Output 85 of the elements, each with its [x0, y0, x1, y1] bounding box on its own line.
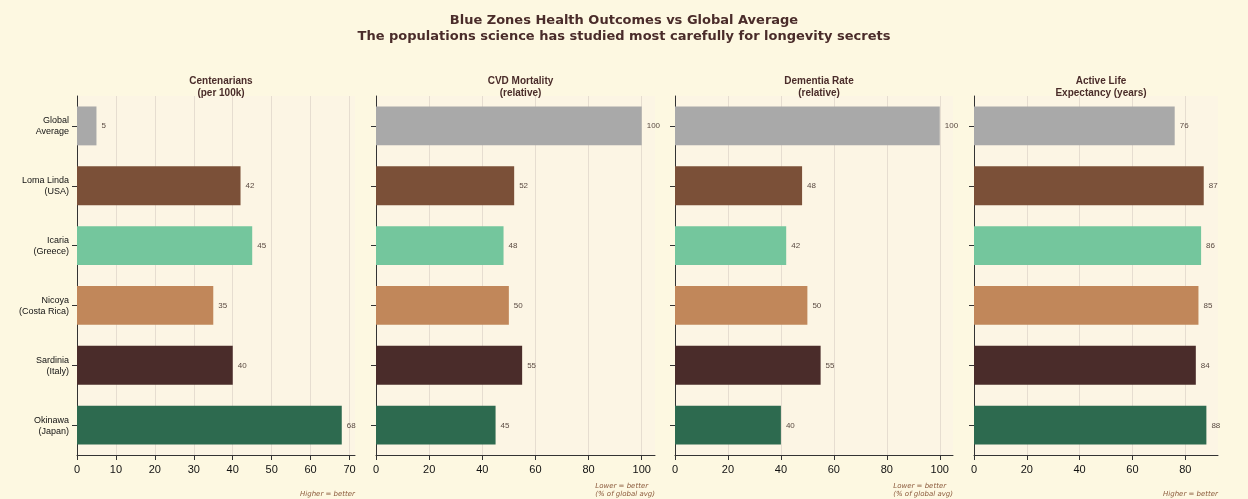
x-tick-label: 20 — [721, 462, 735, 475]
chart-title: Dementia Rate (relative) — [784, 74, 855, 98]
x-tick-label: 80 — [880, 462, 893, 475]
bar — [376, 106, 642, 146]
x-tick-label: 40 — [476, 462, 489, 475]
bar — [376, 226, 504, 266]
x-tick-label: 0 — [372, 462, 380, 475]
data-label: 84 — [1200, 360, 1211, 370]
bar — [974, 285, 1199, 325]
data-label: 52 — [519, 181, 529, 191]
x-tick-label: 60 — [1126, 462, 1139, 475]
data-label: 45 — [500, 420, 511, 430]
x-tick-label: 30 — [187, 462, 200, 475]
x-tick-label: 60 — [304, 462, 317, 475]
data-label: 76 — [1179, 121, 1190, 131]
chart-title: Active Life Expectancy (years) — [1055, 74, 1147, 98]
y-tick-label: Icaria (Greece) — [33, 235, 69, 257]
data-label: 68 — [346, 420, 357, 430]
bar — [376, 405, 496, 445]
bar — [77, 345, 233, 385]
bar — [77, 405, 342, 445]
bar — [77, 285, 214, 325]
bar — [77, 106, 97, 146]
data-label: 86 — [1206, 241, 1216, 251]
y-tick-label: Sardinia (Italy) — [35, 354, 69, 376]
x-tick-label: 100 — [632, 462, 651, 475]
data-label: 50 — [812, 300, 822, 310]
x-tick-label: 100 — [930, 462, 949, 475]
data-label: 100 — [646, 121, 661, 131]
bar — [675, 405, 781, 445]
data-label: 35 — [218, 300, 228, 310]
bar — [77, 226, 253, 266]
data-label: 87 — [1208, 181, 1219, 191]
x-tick-label: 0 — [671, 462, 679, 475]
data-label: 5 — [101, 121, 107, 131]
data-label: 50 — [513, 300, 524, 310]
data-label: 48 — [807, 181, 817, 191]
chart-title: CVD Mortality (relative) — [487, 74, 554, 98]
bar — [675, 226, 787, 266]
data-label: 48 — [508, 241, 518, 251]
bar — [376, 166, 515, 206]
x-tick-label: 40 — [1073, 462, 1086, 475]
data-label: 55 — [527, 360, 537, 370]
bar — [974, 405, 1207, 445]
x-tick-label: 20 — [423, 462, 436, 475]
x-tick-label: 70 — [343, 462, 356, 475]
x-tick-label: 50 — [265, 462, 278, 475]
data-label: 42 — [791, 241, 801, 251]
bar — [376, 285, 509, 325]
data-label: 42 — [245, 181, 255, 191]
bar — [675, 106, 940, 146]
data-label: 85 — [1203, 300, 1213, 310]
y-tick-label: Loma Linda (USA) — [21, 175, 69, 197]
x-tick-label: 40 — [226, 462, 239, 475]
bar — [974, 166, 1204, 206]
data-label: 40 — [785, 420, 796, 430]
bar — [974, 345, 1196, 385]
bar — [77, 166, 241, 206]
bar — [974, 226, 1202, 266]
data-label: 45 — [257, 241, 267, 251]
data-label: 100 — [944, 121, 959, 131]
y-tick-label: Global Average — [35, 115, 69, 137]
text: The populations science has studied most carefully for longevity secrets — [356, 28, 892, 44]
x-tick-label: 20 — [1020, 462, 1033, 475]
y-tick-label: Okinawa (Japan) — [33, 414, 69, 436]
x-tick-label: 60 — [529, 462, 542, 475]
x-tick-label: 0 — [73, 462, 81, 475]
text: Blue Zones Health Outcomes vs Global Average — [448, 12, 800, 28]
chart-title: Centenarians (per 100k) — [189, 74, 254, 98]
y-tick-label: Nicoya (Costa Rica) — [18, 294, 69, 316]
bar — [675, 345, 821, 385]
x-tick-label: 0 — [970, 462, 978, 475]
bar — [675, 285, 808, 325]
x-tick-label: 10 — [109, 462, 123, 475]
x-tick-label: 20 — [148, 462, 161, 475]
x-tick-label: 60 — [827, 462, 840, 475]
bar — [974, 106, 1175, 146]
x-tick-label: 80 — [1179, 462, 1192, 475]
bar — [376, 345, 523, 385]
data-label: 40 — [237, 360, 248, 370]
x-tick-label: 40 — [774, 462, 788, 475]
x-tick-label: 80 — [582, 462, 595, 475]
data-label: 88 — [1211, 420, 1221, 430]
data-label: 55 — [825, 360, 836, 370]
bar — [675, 166, 803, 206]
